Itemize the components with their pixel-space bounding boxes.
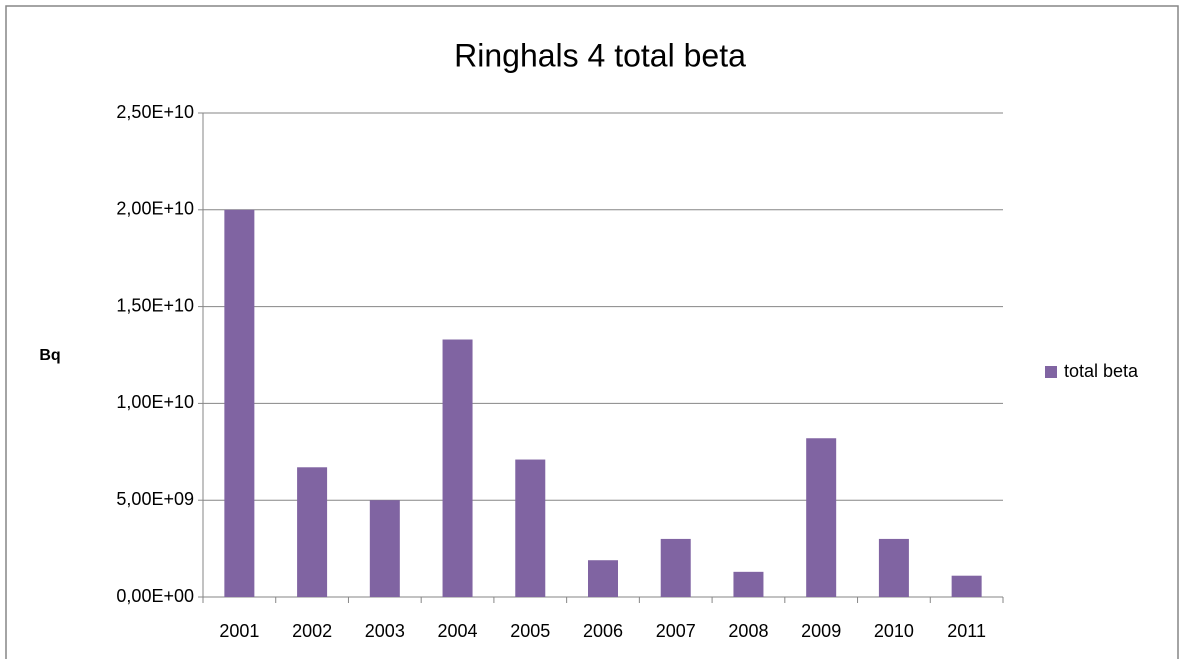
chart-title: Ringhals 4 total beta: [454, 37, 746, 73]
x-tick-label: 2011: [947, 621, 986, 641]
x-tick-label: 2007: [656, 621, 696, 641]
y-axis-label: Bq: [39, 347, 60, 364]
y-tick-label: 0,00E+00: [116, 586, 194, 606]
bar: [660, 538, 691, 597]
x-tick-label: 2005: [510, 621, 550, 641]
legend-label: total beta: [1064, 361, 1139, 381]
x-tick-label: 2003: [365, 621, 405, 641]
y-tick-label: 2,50E+10: [116, 102, 194, 122]
x-tick-label: 2001: [219, 621, 259, 641]
chart-border: [5, 5, 1179, 659]
y-tick-label: 5,00E+09: [116, 489, 194, 509]
bar: [733, 571, 764, 597]
bar: [515, 459, 546, 597]
x-tick-label: 2004: [438, 621, 478, 641]
legend-swatch: [1045, 366, 1057, 378]
bar: [588, 560, 618, 597]
x-tick-label: 2002: [292, 621, 332, 641]
y-tick-label: 1,50E+10: [116, 295, 194, 315]
bar: [806, 438, 837, 597]
bar: [442, 339, 473, 597]
x-tick-label: 2006: [583, 621, 623, 641]
x-tick-label: 2010: [874, 621, 914, 641]
bar: [878, 538, 909, 597]
y-tick-label: 1,00E+10: [116, 392, 194, 412]
x-tick-label: 2009: [801, 621, 841, 641]
bar: [951, 575, 982, 597]
bar: [224, 209, 255, 598]
bar: [369, 500, 400, 597]
bar: [297, 467, 328, 597]
y-tick-label: 2,00E+10: [116, 199, 194, 219]
x-tick-label: 2008: [728, 621, 768, 641]
